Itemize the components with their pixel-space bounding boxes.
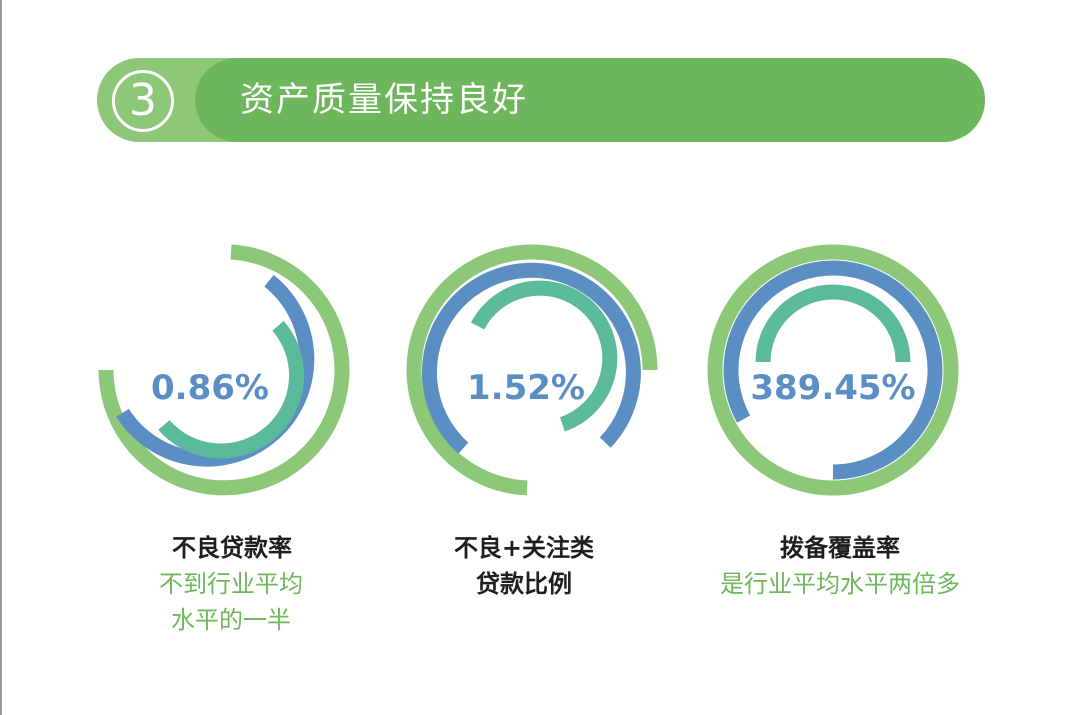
ring-1-outer-arc	[98, 244, 350, 496]
ring-group-3	[707, 244, 959, 496]
ring-2-outer-arc	[406, 244, 658, 496]
ring-3-outer-arc	[707, 244, 959, 496]
metric-3-value: 389.45%	[750, 368, 916, 408]
metric-1-note-line-1: 不到行业平均	[159, 570, 303, 598]
ring-2-inner-arc	[470, 280, 618, 432]
ring-3-middle-arc	[723, 260, 943, 480]
metric-2-label-line-1: 不良+关注类	[453, 534, 595, 562]
metric-3-note: 是行业平均水平两倍多	[720, 570, 960, 598]
metric-1-note-line-2: 水平的一半	[171, 606, 291, 634]
metric-1-value: 0.86%	[151, 368, 269, 408]
ring-group-2	[406, 244, 658, 496]
metric-2-label-line-2: 贷款比例	[476, 570, 572, 598]
page-edge	[0, 0, 2, 715]
ring-group-1	[98, 244, 350, 496]
section-title: 资产质量保持良好	[240, 80, 528, 120]
section-banner-inner	[195, 58, 985, 142]
metric-3-label: 拨备覆盖率	[780, 534, 900, 562]
section-number-badge: 3	[112, 70, 174, 132]
ring-1-inner-arc	[158, 320, 304, 459]
metric-2-value: 1.52%	[467, 368, 585, 408]
ring-2-middle-arc	[421, 262, 641, 454]
metric-1-label: 不良贷款率	[172, 534, 292, 562]
ring-3-inner-arc	[755, 284, 911, 363]
